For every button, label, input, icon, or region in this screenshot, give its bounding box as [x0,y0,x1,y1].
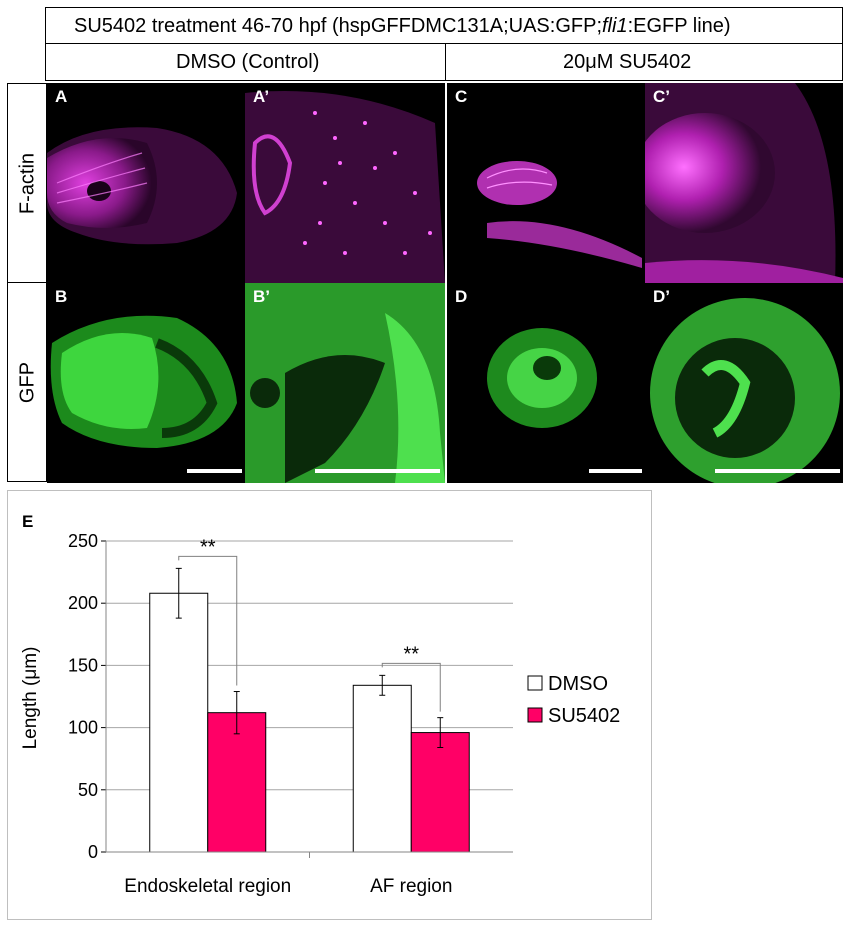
significance-bracket [178,555,238,686]
title-post: :EGFP line) [627,15,731,37]
legend-swatch-dmso [527,675,543,691]
bar-dmso [352,684,412,853]
scale-bar-d [589,469,642,473]
micrograph-c-prime-image [645,83,843,283]
micrograph-a-image [47,127,237,245]
row-label-gfp: GFP [16,361,39,404]
chart-panel-label: E [22,512,33,531]
micrograph-c-prime: C’ [645,83,843,283]
control-header: DMSO (Control) [45,43,447,81]
micrograph-a: A [47,83,245,283]
micrograph-b: B [47,283,245,483]
micrograph-d-prime-image [650,298,840,483]
figure-header: SU5402 treatment 46-70 hpf (hspGFFDMC131… [45,7,843,45]
panel-label-a-prime: A’ [253,87,270,106]
micrograph-d: D [447,283,645,483]
y-tick-label: 250 [68,531,98,551]
bar-chart: E Length (μm) ** ** 0 50 100 150 200 250 Endosk… [20,512,620,897]
title-pre: SU5402 treatment 46-70 hpf (hspGFFDMC131… [74,15,602,37]
legend-swatch-su5402 [527,707,543,723]
micrograph-d-image [487,328,597,428]
chart-legend: DMSO SU5402 [527,673,620,727]
scale-bar-b [187,469,242,473]
y-tick-label: 200 [68,593,98,613]
micrograph-b-image [50,315,237,448]
treatment-header: 20μM SU5402 [445,43,843,81]
row-label-box-gfp: GFP [7,282,47,482]
micrograph-b-prime-image [245,283,445,483]
y-tick-label: 0 [88,842,98,862]
scale-bar-b-prime [315,469,440,473]
scale-bar-d-prime [715,469,840,473]
treatment-label: 20μM SU5402 [563,51,692,73]
panel-label-c: C [455,87,468,106]
figure-title: SU5402 treatment 46-70 hpf (hspGFFDMC131… [74,15,731,38]
micrograph-c: C [447,83,645,283]
micrograph-d-prime: D’ [645,283,843,483]
control-label: DMSO (Control) [176,51,320,73]
significance-bracket [381,662,441,712]
bar-dmso [149,592,209,853]
micrograph-b-prime: B’ [245,283,445,483]
panel-label-b: B [55,287,68,306]
chart-axes: 0 50 100 150 200 250 Endoskeletal region AF reg… [68,531,513,897]
y-tick-label: 150 [68,655,98,675]
panel-label-d: D [455,287,468,306]
x-tick-label: AF region [370,876,452,897]
micrograph-a-prime: A’ [245,83,445,283]
x-tick-label: Endoskeletal region [124,876,291,897]
title-italic: fli1 [602,15,628,37]
legend-label-su5402: SU5402 [548,705,620,727]
y-tick-label: 100 [68,718,98,738]
chart-panel-e: E Length (μm) ** ** 0 50 100 150 200 250 Endosk… [7,490,652,920]
legend-label-dmso: DMSO [548,673,608,695]
bar-su5402 [410,732,470,853]
chart-bars: ** ** [149,536,470,853]
bar-su5402 [207,712,267,853]
panel-label-c-prime: C’ [653,87,670,106]
micrograph-a-prime-image [245,91,445,283]
significance-marker: ** [200,536,216,558]
row-label-factin: F-actin [16,152,39,215]
y-tick-label: 50 [78,780,98,800]
panel-label-b-prime: B’ [253,287,270,306]
y-axis-label: Length (μm) [20,647,41,750]
panel-label-d-prime: D’ [653,287,670,306]
micrograph-c-image [477,161,642,268]
significance-marker: ** [403,643,419,665]
panel-label-a: A [55,87,68,106]
row-label-box-factin: F-actin [7,83,47,283]
